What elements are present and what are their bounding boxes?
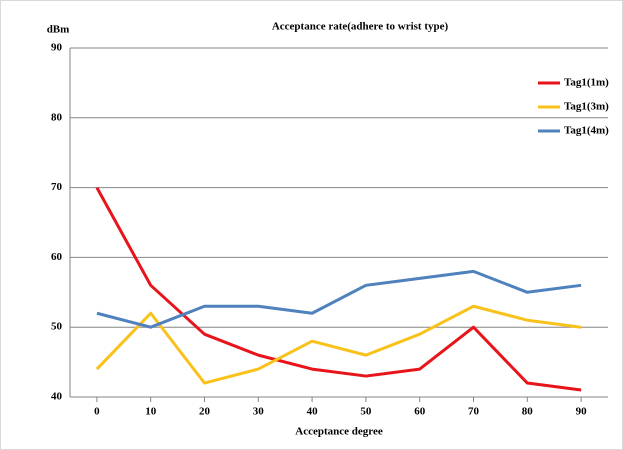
y-tick-label: 60 [51,251,63,263]
series-line [95,304,582,385]
legend-label: Tag1(3m) [564,101,609,113]
y-tick-label: 40 [51,391,63,403]
series-line [95,186,582,392]
y-tick-label: 70 [51,181,63,193]
x-axis-label: Acceptance degree [295,426,383,438]
y-tick-label: 90 [51,42,63,54]
x-tick-label: 70 [468,406,480,418]
x-tick-label: 20 [199,406,211,418]
x-tick-label: 40 [307,406,319,418]
y-axis-label: dBm [47,24,70,36]
x-tick-label: 80 [522,406,534,418]
x-tick-label: 60 [414,406,426,418]
legend-label: Tag1(1m) [564,77,609,89]
y-tick-label: 50 [51,321,63,333]
x-tick-label: 50 [360,406,372,418]
x-tick-label: 0 [94,406,100,418]
series-line [96,269,582,329]
y-tick-label: 80 [51,111,63,123]
chart-title: Acceptance rate(adhere to wrist type) [272,21,449,33]
x-tick-label: 90 [576,406,588,418]
x-tick-label: 10 [145,406,157,418]
x-tick-label: 30 [253,406,265,418]
legend-label: Tag1(4m) [564,125,609,137]
